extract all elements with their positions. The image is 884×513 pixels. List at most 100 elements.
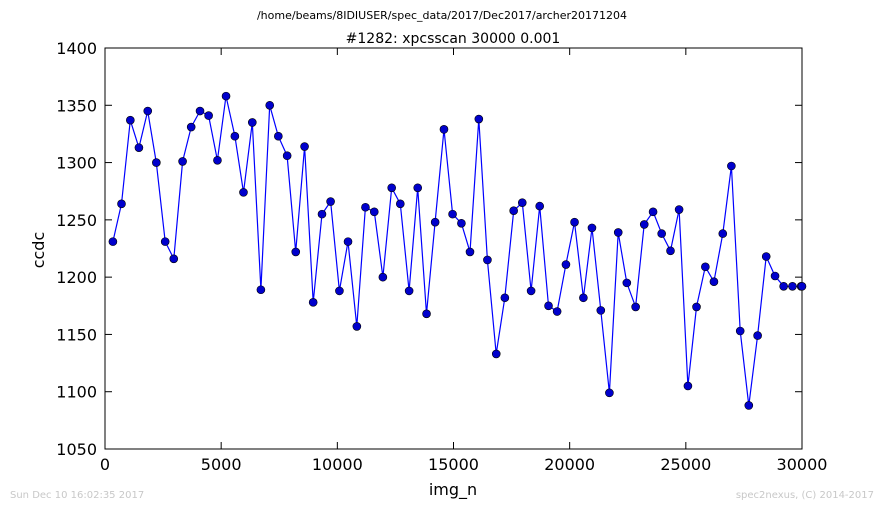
plot-area-frame [104, 47, 803, 450]
data-point [657, 229, 666, 238]
data-point [465, 247, 475, 257]
data-point [535, 201, 544, 211]
data-point [221, 91, 231, 101]
file-path-title: /home/beams/8IDIUSER/spec_data/2017/Dec2… [257, 9, 627, 22]
data-point [483, 255, 492, 265]
data-point [369, 207, 379, 217]
y-tick-label: 1200 [56, 268, 97, 287]
data-point [378, 272, 388, 282]
data-point [544, 301, 553, 311]
data-point [666, 246, 675, 256]
data-point [474, 114, 484, 124]
data-point [326, 197, 335, 206]
data-point [727, 161, 736, 171]
y-tick-label: 1250 [56, 211, 97, 230]
y-tick-label: 1150 [56, 325, 97, 344]
data-point [491, 349, 501, 359]
data-point [230, 131, 240, 141]
y-tick-label: 1350 [56, 96, 97, 115]
data-point [570, 217, 579, 227]
data-point [613, 228, 623, 237]
data-point [404, 286, 414, 296]
data-point [457, 218, 466, 228]
data-point [735, 326, 745, 336]
y-tick-label: 1300 [56, 154, 97, 173]
data-point [117, 199, 126, 209]
data-point [160, 237, 170, 246]
data-point [517, 198, 527, 207]
data-point [204, 111, 213, 120]
data-point [779, 282, 788, 291]
data-point [387, 183, 396, 193]
data-point [343, 237, 353, 246]
data-point [169, 254, 179, 264]
data-point [552, 307, 562, 316]
x-tick-label: 20000 [544, 455, 595, 474]
data-point [744, 401, 754, 410]
x-tick-label: 5000 [201, 455, 242, 474]
series-line [112, 95, 802, 406]
x-tick-label: 30000 [777, 455, 828, 474]
data-point [422, 309, 431, 319]
data-point [256, 285, 266, 295]
data-point [430, 217, 440, 227]
data-point [692, 302, 701, 312]
data-point [788, 282, 797, 291]
data-point [631, 302, 640, 312]
data-point [195, 106, 205, 116]
y-axis-label: ccdc [29, 232, 48, 269]
data-point [797, 282, 807, 291]
x-axis-label: img_n [429, 480, 477, 500]
data-point [335, 286, 344, 296]
data-point [639, 220, 649, 229]
data-point [753, 331, 762, 340]
data-point [561, 260, 571, 269]
data-point [500, 293, 510, 303]
scan-title: #1282: xpcsscan 30000 0.001 [346, 31, 561, 47]
data-point [247, 118, 257, 127]
data-point [178, 157, 187, 166]
data-point [395, 199, 405, 209]
data-point [701, 262, 710, 272]
data-point [239, 188, 248, 197]
data-point [291, 247, 301, 257]
y-tick-label: 1100 [56, 383, 97, 402]
data-point [770, 271, 780, 281]
data-point [596, 306, 606, 315]
data-point [282, 151, 292, 160]
data-point [213, 155, 222, 165]
data-point [274, 131, 283, 141]
data-point [317, 209, 327, 219]
data-point [152, 158, 161, 167]
footer-timestamp: Sun Dec 10 16:02:35 2017 [10, 490, 144, 501]
x-tick-label: 0 [100, 455, 110, 474]
data-point [622, 278, 632, 288]
data-point [587, 223, 597, 233]
x-tick-label: 25000 [660, 455, 711, 474]
y-tick-label: 1050 [56, 440, 97, 459]
data-point [709, 277, 719, 287]
data-point [605, 388, 614, 398]
data-point [186, 122, 196, 132]
data-point [683, 381, 693, 391]
data-point [761, 252, 771, 261]
data-point [265, 100, 275, 110]
data-point [648, 207, 658, 217]
data-point [134, 143, 144, 152]
data-point [674, 205, 684, 214]
data-point [439, 125, 449, 134]
data-point [526, 286, 536, 296]
data-point [300, 142, 309, 151]
data-point [108, 237, 118, 246]
data-point [579, 293, 588, 303]
data-point [308, 298, 318, 307]
y-tick-label: 1400 [56, 39, 97, 58]
data-point [718, 229, 728, 238]
data-point [126, 115, 135, 125]
footer-credit: spec2nexus, (C) 2014-2017 [736, 490, 874, 501]
data-point [413, 183, 423, 193]
x-tick-label: 10000 [312, 455, 363, 474]
x-tick-label: 15000 [428, 455, 479, 474]
data-point [143, 106, 153, 116]
